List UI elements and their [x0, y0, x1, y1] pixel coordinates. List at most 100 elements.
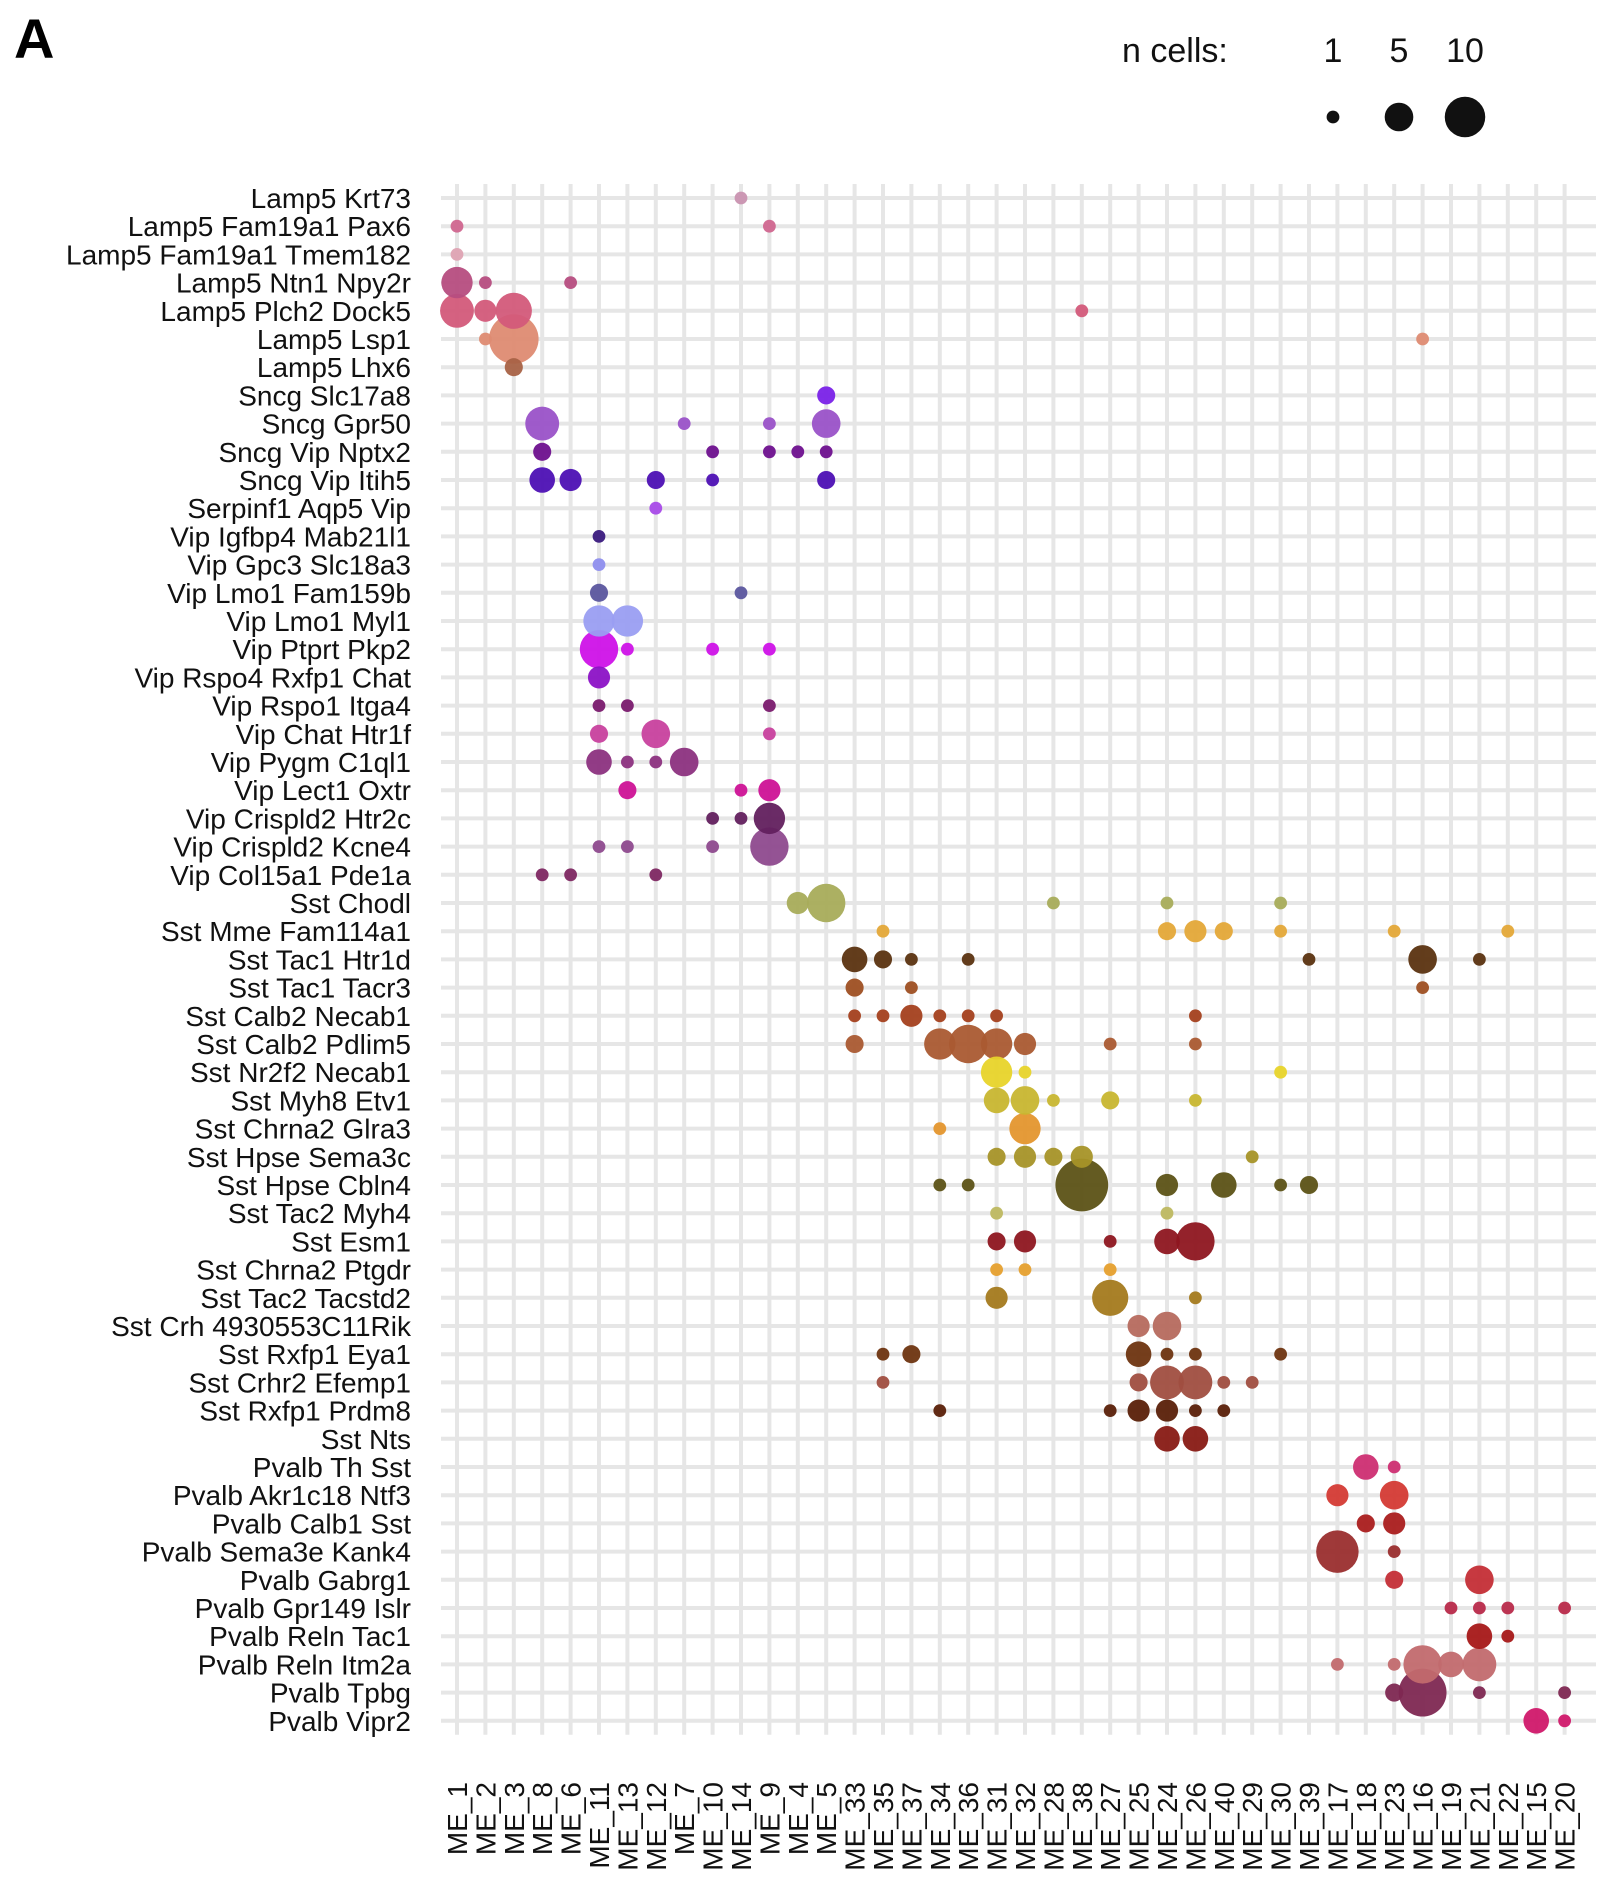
data-point: [807, 883, 846, 923]
data-point: [1217, 1376, 1231, 1389]
data-point: [1157, 922, 1177, 941]
data-point: [1416, 981, 1429, 994]
data-point: [441, 266, 473, 299]
x-tick-label: ME_3: [499, 1782, 530, 1855]
data-point: [1189, 1291, 1202, 1305]
data-point: [559, 468, 582, 492]
x-tick-label: ME_6: [556, 1782, 587, 1855]
data-point: [1010, 1086, 1040, 1115]
data-point: [1558, 1601, 1571, 1615]
data-point: [1125, 1341, 1152, 1367]
data-point: [817, 386, 836, 405]
data-point: [1299, 1175, 1319, 1195]
x-tick-label: ME_21: [1464, 1782, 1495, 1871]
data-point: [1558, 1686, 1571, 1699]
x-tick-label: ME_2: [470, 1782, 501, 1855]
y-tick-label: Vip Crispld2 Kcne4: [173, 832, 411, 863]
data-point: [763, 445, 776, 459]
data-point: [592, 699, 606, 712]
data-point: [763, 417, 776, 430]
x-tick-label: ME_33: [840, 1782, 871, 1871]
data-point: [763, 642, 776, 656]
data-point: [876, 1376, 890, 1389]
y-tick-label: Sst Crhr2 Efemp1: [188, 1367, 411, 1398]
data-point: [1473, 1686, 1486, 1699]
data-point: [440, 293, 474, 328]
data-point: [1176, 1222, 1215, 1261]
x-tick-label: ME_10: [698, 1782, 729, 1871]
data-point: [1009, 1112, 1041, 1145]
data-point: [1018, 1065, 1032, 1079]
y-tick-label: Sncg Slc17a8: [238, 380, 411, 411]
data-point: [706, 840, 719, 853]
y-tick-label: Sst Mme Fam114a1: [161, 916, 411, 947]
data-point: [1438, 1651, 1464, 1678]
data-point: [1462, 1647, 1497, 1682]
y-tick-label: Pvalb Reln Itm2a: [198, 1649, 412, 1680]
data-point: [1155, 1399, 1179, 1422]
data-point: [980, 1028, 1013, 1060]
data-point: [1274, 1065, 1287, 1079]
data-point: [1127, 1399, 1150, 1422]
data-point: [706, 812, 719, 825]
data-point: [758, 779, 781, 802]
data-point: [1331, 1658, 1344, 1671]
data-point: [990, 1206, 1003, 1220]
y-tick-label: Sst Rxfp1 Eya1: [218, 1339, 411, 1370]
x-tick-label: ME_8: [527, 1782, 558, 1855]
data-point: [504, 358, 523, 377]
y-tick-label: Sst Rxfp1 Prdm8: [199, 1396, 411, 1427]
data-point: [734, 783, 748, 797]
data-point: [1379, 1480, 1409, 1510]
y-tick-label: Pvalb Gpr149 Islr: [195, 1593, 411, 1624]
data-point: [1353, 1454, 1379, 1480]
data-point: [924, 1028, 956, 1060]
data-point: [1444, 1601, 1458, 1615]
legend-size-dot: [1326, 110, 1340, 124]
data-point: [817, 470, 836, 490]
legend-size-label: 5: [1390, 32, 1409, 70]
data-point: [961, 1009, 975, 1023]
data-point: [1316, 1530, 1359, 1573]
y-tick-label: Pvalb Tpbg: [270, 1678, 411, 1709]
data-point: [1274, 1347, 1287, 1361]
data-point: [1523, 1708, 1549, 1734]
data-point: [1473, 1601, 1486, 1615]
data-point: [987, 1232, 1006, 1251]
data-point: [876, 924, 890, 938]
y-tick-label: Lamp5 Fam19a1 Tmem182: [66, 239, 411, 270]
data-point: [1189, 1094, 1202, 1107]
x-tick-label: ME_28: [1038, 1782, 1069, 1871]
data-point: [1385, 1570, 1404, 1589]
y-tick-label: Sst Tac1 Htr1d: [228, 944, 411, 975]
data-point: [791, 445, 805, 459]
data-point: [1047, 1094, 1060, 1107]
data-point: [1274, 924, 1287, 938]
y-tick-label: Sst Tac2 Myh4: [228, 1198, 411, 1229]
data-point: [583, 605, 615, 637]
y-tick-label: Lamp5 Lsp1: [257, 324, 411, 355]
data-point: [1501, 924, 1515, 938]
panel-label: A: [14, 7, 55, 70]
data-point: [905, 981, 918, 994]
grid: [441, 184, 1596, 1735]
x-tick-label: ME_17: [1322, 1782, 1353, 1871]
data-point: [750, 827, 789, 866]
data-point: [1387, 924, 1401, 938]
data-point: [1387, 1658, 1401, 1671]
y-tick-label: Lamp5 Fam19a1 Pax6: [128, 211, 411, 242]
data-point: [1092, 1279, 1129, 1316]
data-point: [1408, 945, 1437, 974]
data-point: [933, 1122, 947, 1135]
y-tick-label: Pvalb Th Sst: [253, 1452, 411, 1483]
legend-size-label: 10: [1446, 32, 1484, 70]
data-point: [985, 1286, 1008, 1309]
data-point: [987, 1147, 1006, 1166]
data-point: [1385, 1683, 1404, 1702]
x-tick-label: ME_32: [1010, 1782, 1041, 1871]
x-tick-label: ME_15: [1521, 1782, 1552, 1871]
data-point: [1416, 332, 1429, 346]
x-tick-label: ME_7: [669, 1782, 700, 1855]
data-point: [564, 276, 577, 289]
